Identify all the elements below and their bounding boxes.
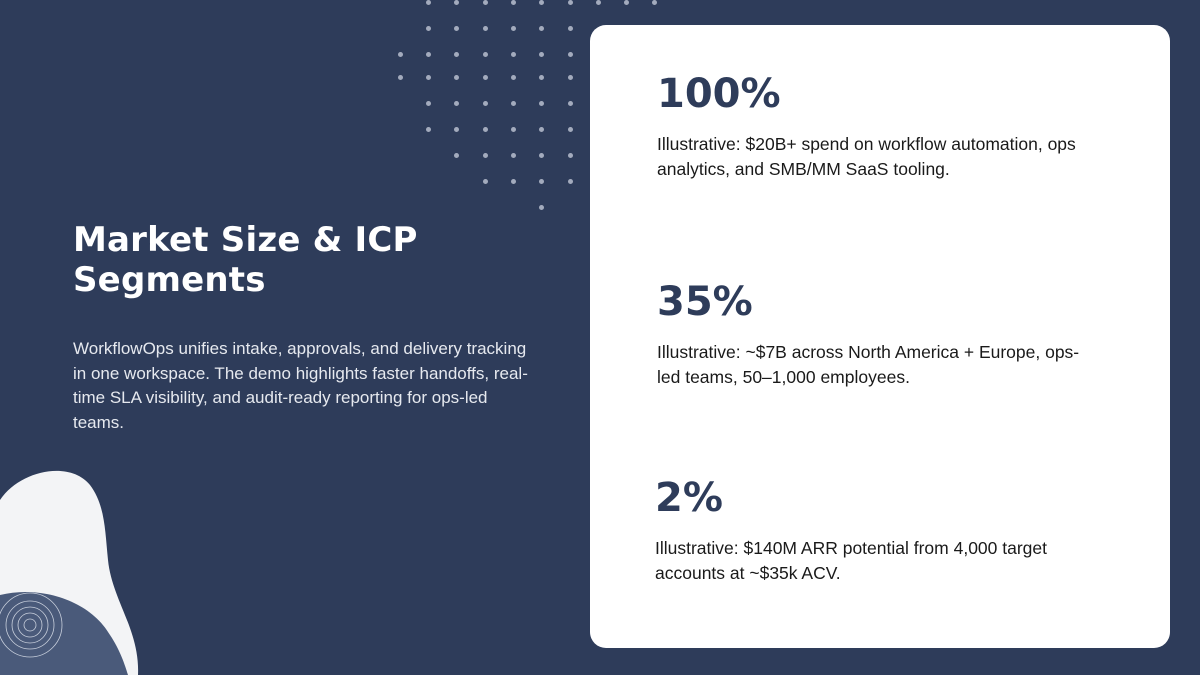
dot: [483, 101, 488, 106]
dot: [426, 0, 431, 5]
dot: [568, 127, 573, 132]
dot: [568, 101, 573, 106]
stat-value: 100%: [657, 71, 781, 117]
dot: [511, 26, 516, 31]
stat-value: 35%: [657, 279, 753, 325]
dot: [539, 153, 544, 158]
dot: [398, 75, 403, 80]
dot: [568, 52, 573, 57]
dot: [454, 75, 459, 80]
dot: [511, 0, 516, 5]
dot: [596, 0, 601, 5]
stat-text: Illustrative: $20B+ spend on workflow au…: [657, 134, 1076, 179]
dot: [426, 75, 431, 80]
dot: [568, 153, 573, 158]
stat-block: 100% Illustrative: $20B+ spend on workfl…: [657, 70, 1097, 182]
dot: [539, 52, 544, 57]
dot: [539, 101, 544, 106]
dot: [483, 153, 488, 158]
dot: [568, 0, 573, 5]
dot: [652, 0, 657, 5]
dot: [539, 127, 544, 132]
dot: [568, 179, 573, 184]
dot: [568, 75, 573, 80]
dot: [539, 26, 544, 31]
dot: [511, 75, 516, 80]
dot: [539, 205, 544, 210]
dot: [483, 52, 488, 57]
stats-card: 100% Illustrative: $20B+ spend on workfl…: [590, 25, 1170, 648]
dot: [426, 26, 431, 31]
stat-block: 2% Illustrative: $140M ARR potential fro…: [655, 474, 1095, 586]
slide-title: Market Size & ICP Segments: [73, 220, 418, 300]
dot: [511, 179, 516, 184]
dot: [454, 52, 459, 57]
concentric-circles-icon: [0, 592, 63, 658]
dot: [426, 52, 431, 57]
stat-text: Illustrative: $140M ARR potential from 4…: [655, 538, 1048, 583]
dot: [511, 127, 516, 132]
dot: [398, 52, 403, 57]
dot: [483, 75, 488, 80]
dot: [483, 179, 488, 184]
decorative-blob-shape: [0, 470, 139, 675]
dot: [454, 26, 459, 31]
dot: [511, 52, 516, 57]
dot: [539, 0, 544, 5]
dot: [511, 101, 516, 106]
dot: [426, 127, 431, 132]
dot: [624, 0, 629, 5]
dot: [539, 75, 544, 80]
dot: [454, 127, 459, 132]
stat-text: Illustrative: ~$7B across North America …: [657, 342, 1080, 387]
stat-value: 2%: [655, 475, 723, 521]
dot: [426, 101, 431, 106]
slide-description: WorkflowOps unifies intake, approvals, a…: [73, 339, 528, 432]
dot: [454, 0, 459, 5]
dot: [568, 26, 573, 31]
dot: [454, 101, 459, 106]
dot: [483, 127, 488, 132]
stat-block: 35% Illustrative: ~$7B across North Amer…: [657, 278, 1097, 390]
dot: [483, 26, 488, 31]
dot: [511, 153, 516, 158]
dot: [483, 0, 488, 5]
dot: [454, 153, 459, 158]
dot: [539, 179, 544, 184]
